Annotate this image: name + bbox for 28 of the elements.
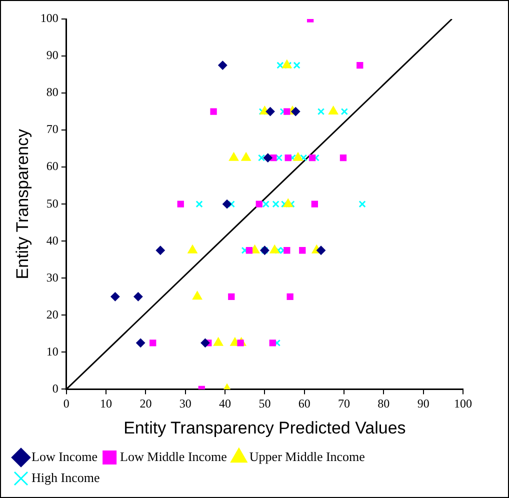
legend-label: High Income (32, 470, 100, 485)
x-tick-label: 100 (454, 396, 472, 411)
x-tick-label: 40 (219, 396, 232, 411)
x-tick-label: 0 (63, 396, 70, 411)
x-tick-label: 10 (100, 396, 112, 411)
x-tick-label: 70 (338, 396, 350, 411)
x-tick-label: 20 (140, 396, 152, 411)
x-tick-label: 80 (378, 396, 390, 411)
y-tick-label: 30 (46, 270, 58, 284)
x-tick-label: 30 (179, 396, 192, 411)
x-axis-title: Entity Transparency Predicted Values (124, 418, 406, 438)
y-tick-label: 50 (46, 196, 58, 210)
y-tick-label: 70 (46, 122, 58, 136)
y-tick-label: 100 (40, 11, 58, 26)
y-tick-label: 0 (52, 381, 58, 396)
legend-label: Low Middle Income (120, 448, 228, 464)
x-tick-label: 50 (258, 396, 271, 411)
y-axis-title: Entity Transparency (12, 128, 32, 280)
y-tick-label: 40 (46, 233, 58, 248)
y-tick-label: 20 (46, 307, 58, 322)
legend-label: Upper Middle Income (249, 448, 366, 464)
legend-label: Low Income (32, 448, 98, 464)
y-tick-label: 60 (46, 159, 58, 174)
x-tick-label: 60 (298, 396, 310, 411)
x-tick-label: 90 (417, 396, 430, 411)
y-tick-label: 90 (46, 48, 58, 62)
y-tick-label: 10 (46, 344, 58, 358)
y-tick-label: 80 (46, 85, 58, 100)
